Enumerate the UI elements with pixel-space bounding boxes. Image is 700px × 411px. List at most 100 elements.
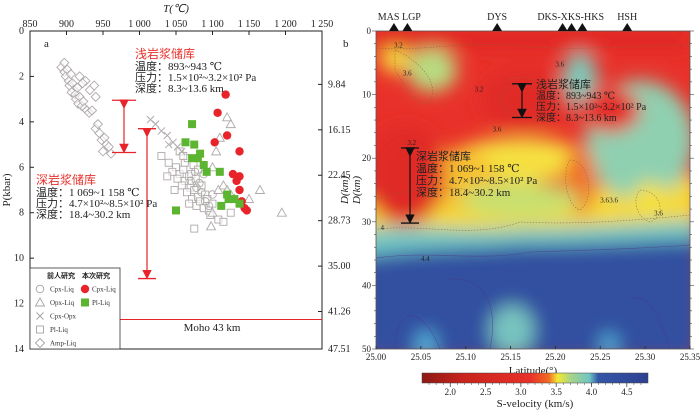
annotation-temp: 温度：1 069~1 158 ℃	[416, 161, 520, 175]
colorbar: 2.0 2.5 3.0 3.5 4.0 4.5 S-velocity (km/s)	[421, 372, 649, 410]
legend-header-current: 本次研究	[81, 271, 110, 280]
station-label: HSH	[617, 12, 637, 23]
colorbar-tick-label: 4.0	[586, 387, 598, 397]
contour-label: 3.6	[555, 61, 564, 69]
data-point	[205, 220, 217, 231]
data-point	[197, 181, 206, 190]
data-point	[195, 178, 204, 188]
data-point	[97, 146, 109, 157]
panel-b-velocity-section: 3.23.63.63.23.63.23.6 3.63.644.4 25.00 25.…	[339, 12, 700, 410]
data-point	[164, 158, 173, 167]
series-cpx-opx-previous	[146, 115, 186, 156]
annotation-pressure: 压力：4.7×10²~8.5×10² Pa	[36, 197, 157, 210]
contour-label: 3.6	[654, 209, 663, 217]
x-tick-label: 25.10	[456, 352, 477, 362]
data-point	[163, 131, 172, 140]
y-tick-label: 10	[14, 253, 24, 264]
data-point	[177, 181, 186, 190]
x-tick-label: 25.00	[366, 352, 387, 362]
legend-a: 前人研究 本次研究 Cpx-Liq Opx-Liq Cpx-Opx Pl-Liq Amp…	[29, 267, 121, 350]
y-tick-label: 6	[19, 162, 24, 173]
y-tick-label: 2	[19, 71, 24, 82]
y2-tick-label: 22.45	[328, 170, 351, 181]
station-marker-xks	[566, 23, 577, 31]
data-point	[235, 147, 244, 156]
legend-marker	[36, 312, 44, 320]
annotation-title: 深岩浆储库	[36, 172, 96, 187]
data-point	[219, 217, 228, 226]
x-tick-label: 1 050	[165, 19, 188, 30]
x-tick-label: 1 100	[201, 19, 224, 30]
data-point	[170, 186, 179, 194]
annotation-temp: 温度：1 069~1 158 ℃	[36, 185, 140, 199]
y-tick-label: 10	[362, 90, 372, 100]
y2-tick-label: 28.73	[328, 216, 351, 227]
data-point	[190, 224, 199, 233]
data-point	[173, 174, 182, 183]
legend-label: Pl-Liq	[50, 326, 68, 334]
data-point	[190, 140, 199, 149]
legend-item-previous: Cpx-Liq	[35, 284, 74, 294]
contour-label: 3.6	[493, 125, 502, 133]
data-point	[172, 206, 180, 215]
data-point	[157, 151, 166, 160]
x-tick-label: 1 000	[128, 19, 151, 30]
station-marker-mas	[388, 23, 399, 31]
legend-label: Cpx-Opx	[50, 313, 77, 321]
shallow-reservoir-annotation-a: 浅岩浆储库 温度：893~943 ℃ 压力：1.5×10²~3.2×10² Pa…	[112, 46, 256, 154]
data-point	[177, 147, 186, 156]
data-point	[90, 91, 101, 103]
velocity-heatmap: 3.23.63.63.23.63.23.6 3.63.644.4	[376, 31, 690, 349]
data-point	[190, 186, 199, 194]
station-marker-hks	[577, 23, 588, 31]
legend-label: Cpx-Liq	[92, 286, 116, 294]
x-tick-label: 950	[96, 19, 111, 30]
data-point	[146, 115, 155, 124]
annotation-pressure: 压力：4.7×10²~8.5×10² Pa	[416, 174, 537, 187]
x-axis-title: T(℃)	[163, 3, 189, 15]
colorbar-tick-label: 2.5	[480, 387, 492, 397]
legend-item-previous: Amp-Liq	[34, 337, 77, 349]
legend-marker	[36, 325, 44, 334]
shallow-reservoir-annotation-b: 浅岩浆储库 温度：893~943 ℃ 压力：1.5×10²~3.2×10² Pa…	[512, 77, 647, 124]
colorbar-label: S-velocity (km/s)	[497, 398, 574, 410]
data-point	[225, 118, 237, 129]
legend-marker	[34, 337, 46, 349]
legend-item-previous: Pl-Liq	[36, 325, 68, 334]
data-point	[204, 201, 214, 211]
legend-marker	[34, 297, 46, 307]
data-point	[221, 90, 230, 99]
legend-item-previous: Opx-Liq	[34, 297, 75, 307]
legend-label: Cpx-Liq	[50, 286, 74, 294]
station-label: DYS	[487, 12, 507, 23]
contour-label: 4	[380, 224, 384, 232]
annotation-temp: 温度：893~943 ℃	[135, 59, 222, 73]
station-marker-hsh	[622, 23, 633, 31]
y2-tick-label: 41.26	[328, 307, 351, 318]
x-tick-label: 25.15	[500, 352, 521, 362]
legend-label: Pl-Liq	[92, 299, 110, 307]
data-point	[163, 172, 172, 181]
x-tick-label: 850	[23, 19, 38, 30]
contour-label: 3.2	[394, 42, 403, 50]
data-point	[221, 111, 233, 122]
station-label: MAS LGP	[378, 12, 422, 23]
data-point	[65, 69, 77, 80]
x-tick-label: 25.25	[590, 352, 611, 362]
data-point	[188, 120, 197, 129]
y-tick-label: 30	[362, 217, 372, 227]
data-point	[92, 118, 104, 130]
y2-tick-label: 35.00	[328, 261, 351, 272]
data-point	[207, 207, 218, 217]
data-point	[222, 131, 232, 140]
data-point	[235, 185, 244, 195]
y-axis-title-b: D(km)	[339, 176, 351, 205]
annotation-pressure: 压力：1.5×10²~3.2×10² Pa	[135, 71, 256, 84]
data-point	[190, 167, 200, 177]
annotation-title: 浅岩浆储库	[135, 46, 195, 61]
data-point	[168, 167, 177, 176]
colorbar-tick-label: 3.0	[515, 387, 527, 397]
deep-reservoir-annotation-a: 深岩浆储库 温度：1 069~1 158 ℃ 压力：4.7×10²~8.5×10…	[36, 127, 157, 280]
data-point	[179, 165, 188, 174]
legend-marker	[80, 284, 90, 294]
